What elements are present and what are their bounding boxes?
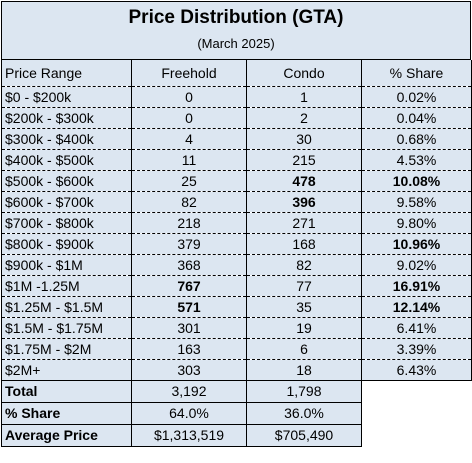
- freehold-cell: 571: [131, 296, 247, 318]
- freehold-cell: 25: [131, 170, 247, 192]
- price-range-cell: $1.25M - $1.5M: [1, 296, 132, 318]
- price-range-cell: $1.75M - $2M: [1, 338, 132, 360]
- freehold-cell: 303: [131, 359, 247, 381]
- summary-label-cell: Average Price: [1, 423, 132, 447]
- table-row: $800k - $900k 379 168 10.96%: [1, 233, 472, 255]
- condo-cell: 396: [246, 191, 362, 213]
- condo-cell: 82: [246, 254, 362, 276]
- empty-cell: [361, 380, 472, 402]
- table-row: $1M -1.25M 767 77 16.91%: [1, 275, 472, 297]
- price-range-cell: $900k - $1M: [1, 254, 132, 276]
- price-range-cell: $2M+: [1, 359, 132, 381]
- summary-freehold-cell: $1,313,519: [131, 423, 247, 447]
- share-cell: 0.02%: [361, 86, 472, 108]
- table-row: $1.25M - $1.5M 571 35 12.14%: [1, 296, 472, 318]
- share-cell: 6.41%: [361, 317, 472, 339]
- summary-condo-cell: 1,798: [246, 379, 362, 403]
- summary-label-cell: Total: [1, 379, 132, 403]
- share-cell: 10.08%: [361, 170, 472, 192]
- table-row: $0 - $200k 0 1 0.02%: [1, 86, 472, 108]
- share-cell: 4.53%: [361, 149, 472, 171]
- table-row: $500k - $600k 25 478 10.08%: [1, 170, 472, 192]
- freehold-cell: 163: [131, 338, 247, 360]
- condo-cell: 19: [246, 317, 362, 339]
- price-range-cell: $400k - $500k: [1, 149, 132, 171]
- header-row: Price Range Freehold Condo % Share: [1, 60, 472, 87]
- price-distribution-sheet: Price Distribution (GTA) (March 2025) Pr…: [1, 1, 472, 447]
- share-cell: 16.91%: [361, 275, 472, 297]
- condo-cell: 35: [246, 296, 362, 318]
- price-range-cell: $1M -1.25M: [1, 275, 132, 297]
- summary-freehold-cell: 3,192: [131, 379, 247, 403]
- price-range-cell: $700k - $800k: [1, 212, 132, 234]
- table-row: $600k - $700k 82 396 9.58%: [1, 191, 472, 213]
- price-distribution-table: Price Range Freehold Condo % Share $0 - …: [1, 60, 472, 447]
- share-cell: 12.14%: [361, 296, 472, 318]
- condo-cell: 478: [246, 170, 362, 192]
- empty-cell: [361, 424, 472, 446]
- table-body: Price Range Freehold Condo % Share $0 - …: [1, 60, 472, 447]
- share-cell: 0.68%: [361, 128, 472, 150]
- summary-label-cell: % Share: [1, 401, 132, 425]
- empty-cell: [361, 402, 472, 424]
- share-cell: 9.02%: [361, 254, 472, 276]
- condo-cell: 215: [246, 149, 362, 171]
- price-range-cell: $800k - $900k: [1, 233, 132, 255]
- table-row: $200k - $300k 0 2 0.04%: [1, 107, 472, 129]
- condo-cell: 6: [246, 338, 362, 360]
- price-range-cell: $300k - $400k: [1, 128, 132, 150]
- price-range-cell: $0 - $200k: [1, 86, 132, 108]
- share-cell: 9.80%: [361, 212, 472, 234]
- table-row: $2M+ 303 18 6.43%: [1, 359, 472, 381]
- share-cell: 3.39%: [361, 338, 472, 360]
- table-row: $300k - $400k 4 30 0.68%: [1, 128, 472, 150]
- title-block: Price Distribution (GTA) (March 2025): [1, 1, 471, 60]
- condo-cell: 77: [246, 275, 362, 297]
- price-range-cell: $600k - $700k: [1, 191, 132, 213]
- freehold-cell: 82: [131, 191, 247, 213]
- condo-cell: 168: [246, 233, 362, 255]
- freehold-cell: 767: [131, 275, 247, 297]
- header-condo: Condo: [246, 60, 362, 87]
- price-range-cell: $500k - $600k: [1, 170, 132, 192]
- summary-condo-cell: $705,490: [246, 423, 362, 447]
- condo-cell: 30: [246, 128, 362, 150]
- table-row: $700k - $800k 218 271 9.80%: [1, 212, 472, 234]
- share-cell: 6.43%: [361, 359, 472, 381]
- condo-cell: 2: [246, 107, 362, 129]
- table-row: $1.75M - $2M 163 6 3.39%: [1, 338, 472, 360]
- share-cell: 0.04%: [361, 107, 472, 129]
- freehold-cell: 218: [131, 212, 247, 234]
- condo-cell: 18: [246, 359, 362, 381]
- header-freehold: Freehold: [131, 60, 247, 87]
- summary-condo-cell: 36.0%: [246, 401, 362, 425]
- freehold-cell: 0: [131, 107, 247, 129]
- table-row: $400k - $500k 11 215 4.53%: [1, 149, 472, 171]
- price-range-cell: $1.5M - $1.75M: [1, 317, 132, 339]
- table-subtitle: (March 2025): [197, 36, 275, 51]
- share-cell: 9.58%: [361, 191, 472, 213]
- freehold-cell: 301: [131, 317, 247, 339]
- header-share: % Share: [361, 60, 472, 87]
- summary-row: % Share 64.0% 36.0%: [1, 401, 472, 425]
- share-cell: 10.96%: [361, 233, 472, 255]
- freehold-cell: 4: [131, 128, 247, 150]
- summary-row: Total 3,192 1,798: [1, 379, 472, 403]
- freehold-cell: 368: [131, 254, 247, 276]
- summary-row: Average Price $1,313,519 $705,490: [1, 423, 472, 447]
- table-row: $1.5M - $1.75M 301 19 6.41%: [1, 317, 472, 339]
- table-row: $900k - $1M 368 82 9.02%: [1, 254, 472, 276]
- condo-cell: 271: [246, 212, 362, 234]
- condo-cell: 1: [246, 86, 362, 108]
- freehold-cell: 11: [131, 149, 247, 171]
- price-range-cell: $200k - $300k: [1, 107, 132, 129]
- freehold-cell: 379: [131, 233, 247, 255]
- freehold-cell: 0: [131, 86, 247, 108]
- header-price-range: Price Range: [1, 60, 132, 87]
- summary-freehold-cell: 64.0%: [131, 401, 247, 425]
- table-title: Price Distribution (GTA): [128, 7, 344, 28]
